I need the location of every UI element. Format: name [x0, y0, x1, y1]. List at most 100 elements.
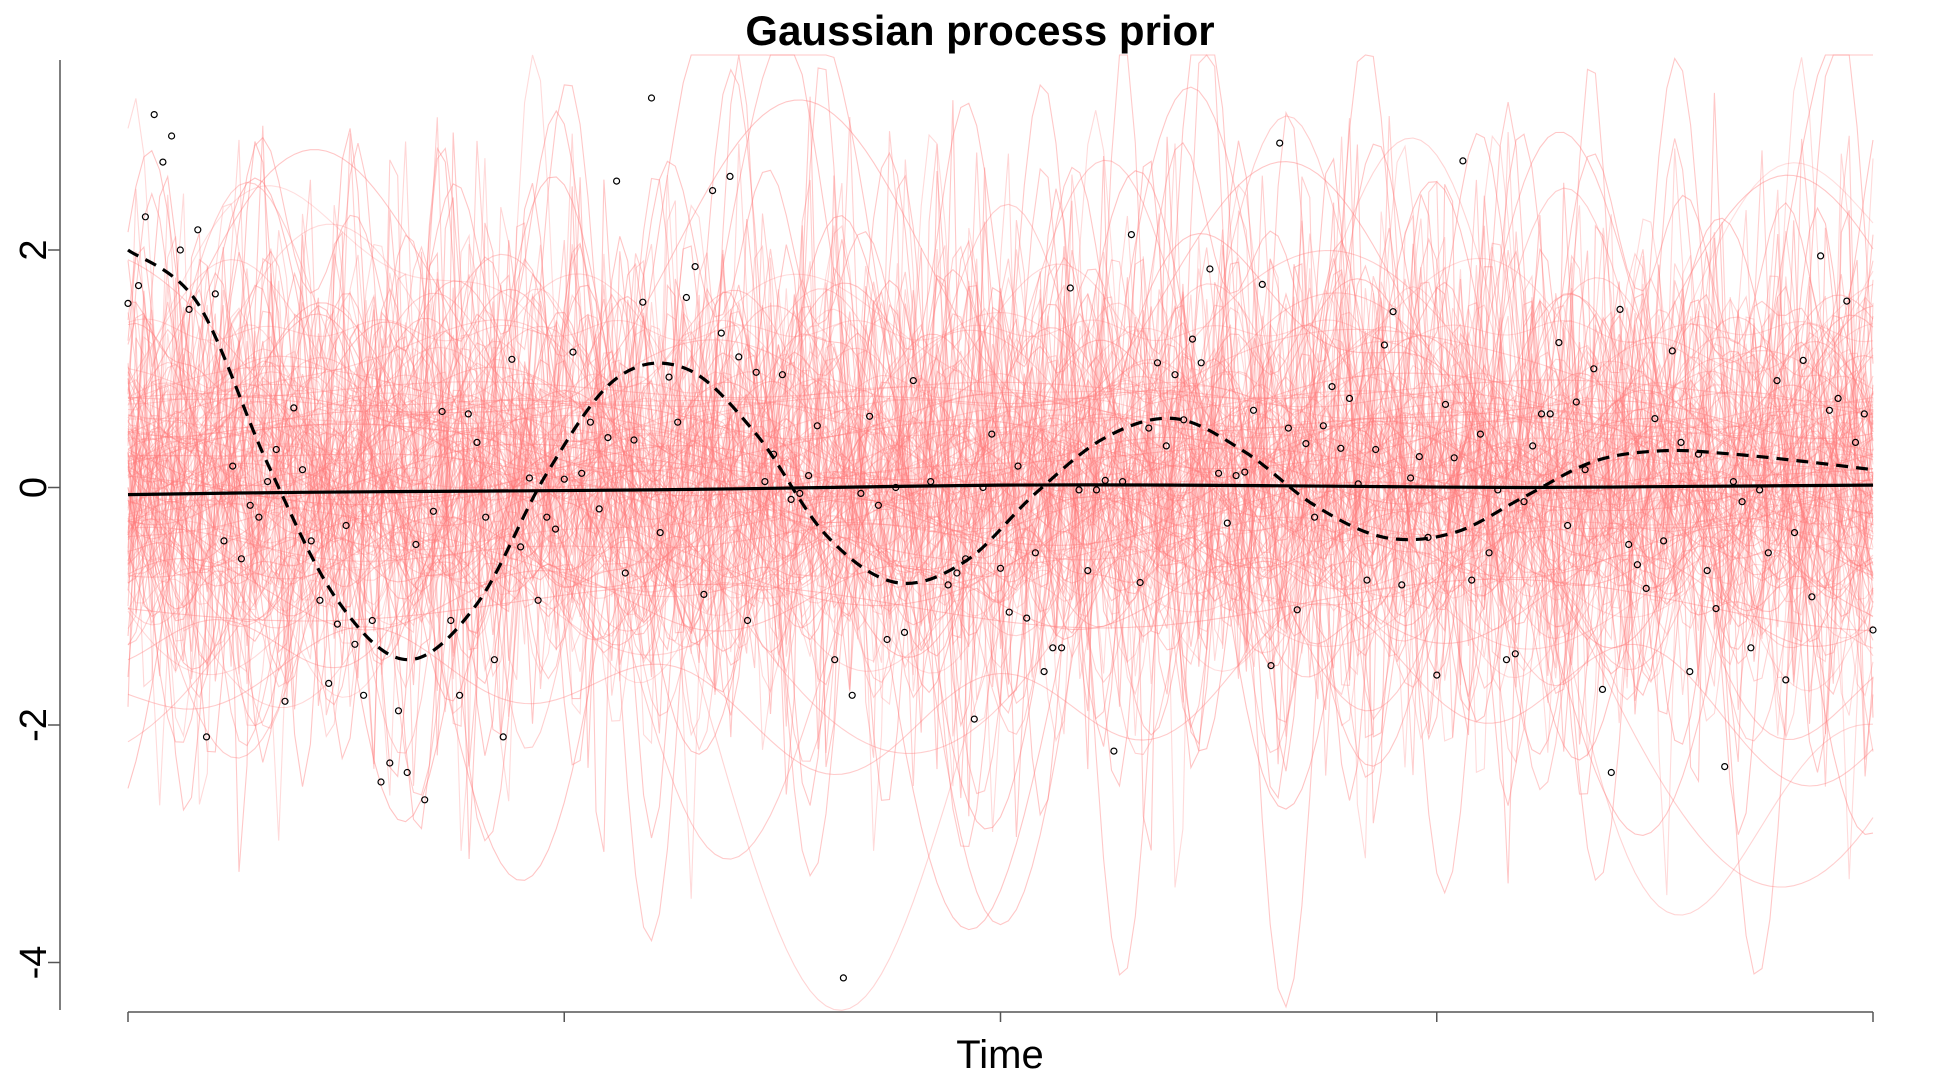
- prior-draw-line: [127, 498, 1874, 570]
- observation-point: [1790, 528, 1799, 537]
- observation-point: [970, 715, 978, 723]
- chart-title: Gaussian process prior: [745, 7, 1214, 54]
- observation-point: [1825, 406, 1834, 414]
- observation-point: [281, 697, 289, 705]
- prior-draw-line: [127, 288, 1874, 666]
- observation-point: [909, 377, 917, 385]
- prior-draw-line: [127, 553, 1874, 624]
- prior-draw-line: [127, 390, 1874, 415]
- observation-point: [1816, 252, 1825, 260]
- observation-point: [368, 616, 376, 625]
- observation-point: [979, 483, 987, 492]
- observation-point: [255, 513, 263, 521]
- prior-draw-line: [127, 437, 1874, 468]
- prior-draw-line: [127, 467, 1874, 563]
- observation-point: [1659, 537, 1668, 545]
- observation-point: [1563, 521, 1572, 530]
- observation-point: [1808, 593, 1816, 601]
- observation-point: [1633, 561, 1642, 569]
- prior-draw-line: [127, 286, 1874, 654]
- prior-draw-line: [127, 99, 1874, 476]
- prior-draw-line: [127, 478, 1874, 606]
- observation-point: [508, 355, 516, 363]
- prior-draw-line: [127, 277, 1874, 695]
- prior-draw-line: [127, 256, 1874, 477]
- observation-point: [1363, 576, 1371, 584]
- observation-point: [647, 94, 656, 102]
- observation-point: [1180, 416, 1188, 424]
- observation-point: [630, 436, 638, 444]
- observation-point: [360, 691, 368, 699]
- prior-draw-line: [127, 456, 1874, 577]
- prior-draw-line: [127, 271, 1874, 697]
- observation-point: [220, 537, 228, 545]
- prior-draw-line: [127, 527, 1874, 597]
- observation-point: [1197, 359, 1205, 367]
- observation-point: [796, 489, 804, 497]
- observation-point: [1223, 519, 1231, 527]
- prior-draw-line: [127, 259, 1874, 564]
- prior-draw-line: [127, 329, 1874, 502]
- observation-point: [1520, 498, 1528, 506]
- observation-point: [1241, 468, 1249, 476]
- observation-point: [1415, 453, 1423, 461]
- prior-draw-line: [127, 398, 1874, 565]
- prior-draw-line: [127, 602, 1874, 787]
- observation-point: [1555, 339, 1563, 347]
- observation-point: [1598, 685, 1607, 694]
- prior-draw-line: [127, 509, 1874, 652]
- prior-draw-line: [127, 100, 1874, 817]
- prior-draw-line: [127, 341, 1874, 606]
- observation-point: [1319, 422, 1327, 430]
- x-ticks-group: [127, 1012, 1874, 1022]
- observation-point: [691, 263, 699, 271]
- prior-draw-line: [127, 373, 1874, 504]
- observation-point: [874, 501, 883, 509]
- observation-point: [1162, 442, 1170, 450]
- series-group: [127, 248, 1874, 662]
- observation-point: [473, 438, 481, 446]
- observation-point: [168, 132, 176, 140]
- observation-point: [1782, 676, 1790, 684]
- prior-draw-line: [127, 379, 1874, 456]
- prior-draw-line: [127, 373, 1874, 839]
- observation-point: [290, 404, 298, 412]
- observation-point: [124, 299, 132, 307]
- observation-point: [421, 796, 429, 804]
- observation-point: [1860, 410, 1868, 418]
- observation-point: [769, 450, 778, 458]
- observation-point: [490, 656, 498, 664]
- observation-point: [1450, 454, 1458, 462]
- observation-point: [1127, 231, 1136, 239]
- prior-draw-line: [127, 273, 1874, 709]
- observation-point: [1084, 566, 1092, 575]
- prior-draw-line: [127, 131, 1874, 686]
- observation-point: [1642, 584, 1650, 593]
- observation-point: [604, 434, 612, 442]
- prior-draw-line: [127, 554, 1874, 647]
- observation-point: [996, 564, 1005, 572]
- observation-point: [761, 478, 769, 486]
- observation-point: [578, 469, 586, 477]
- observation-point: [1040, 667, 1048, 676]
- prior-draw-line: [127, 242, 1874, 764]
- prior-draw-line: [127, 309, 1874, 479]
- observation-point: [1424, 533, 1432, 542]
- observation-point: [787, 495, 795, 503]
- observation-point: [1502, 656, 1511, 664]
- observation-point: [1145, 424, 1153, 432]
- prior-draw-line: [127, 159, 1874, 759]
- observation-point: [857, 489, 865, 497]
- prior-draw-line: [127, 362, 1874, 447]
- prior-draw-line: [127, 447, 1874, 497]
- observation-point: [534, 596, 542, 604]
- prior-draw-line: [127, 328, 1874, 533]
- observation-point: [682, 293, 691, 302]
- observation-point: [1686, 667, 1694, 676]
- prior-draw-line: [127, 472, 1874, 532]
- prior-draw-line: [127, 318, 1874, 343]
- observation-point: [516, 543, 525, 551]
- observation-point: [961, 555, 970, 563]
- observation-point: [1406, 474, 1415, 482]
- prior-draw-line: [127, 540, 1874, 612]
